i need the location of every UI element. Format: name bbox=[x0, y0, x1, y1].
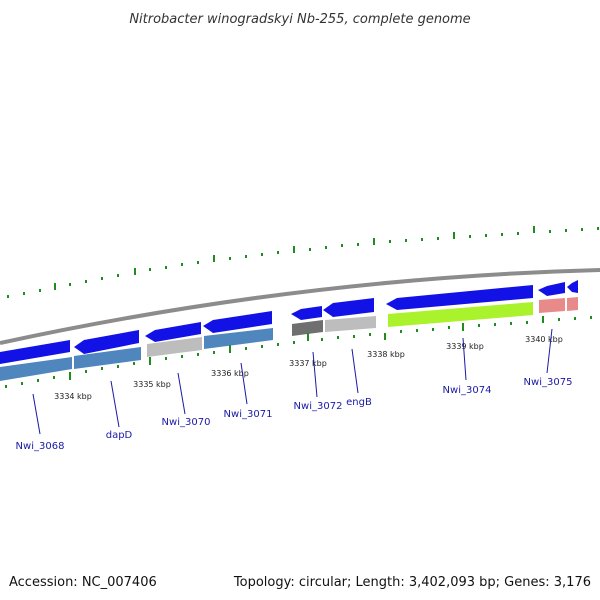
kbp-label: 3338 kbp bbox=[367, 350, 405, 359]
gene-label-engb[interactable]: engB bbox=[346, 397, 372, 408]
map-title: Nitrobacter winogradskyi Nb-255, complet… bbox=[129, 12, 470, 27]
gene-label-dapd[interactable]: dapD bbox=[106, 430, 133, 441]
gene-arrow[interactable] bbox=[538, 282, 565, 296]
gene-arrow[interactable] bbox=[74, 330, 139, 354]
gene-arrow[interactable] bbox=[291, 306, 322, 320]
forward-strand-genes bbox=[0, 280, 578, 364]
accession-text: Accession: NC_007406 bbox=[9, 575, 157, 590]
inner-tick-ring bbox=[5, 316, 592, 388]
gene-label-nwi-3074[interactable]: Nwi_3074 bbox=[443, 385, 492, 396]
genome-backbone bbox=[0, 268, 600, 345]
topology-text: Topology: circular; Length: 3,402,093 bp… bbox=[233, 575, 591, 590]
gene-label-nwi-3068[interactable]: Nwi_3068 bbox=[16, 441, 65, 452]
kbp-label: 3336 kbp bbox=[211, 369, 249, 378]
gene-label-leaders bbox=[32, 328, 553, 435]
outer-tick-ring bbox=[7, 226, 599, 298]
gene-label-nwi-3071[interactable]: Nwi_3071 bbox=[224, 409, 273, 420]
gene-arrow[interactable] bbox=[203, 311, 272, 333]
gene-label-nwi-3075[interactable]: Nwi_3075 bbox=[524, 377, 573, 388]
kbp-label: 3335 kbp bbox=[133, 380, 171, 389]
gene-label-nwi-3070[interactable]: Nwi_3070 bbox=[162, 417, 211, 428]
gene-arrow[interactable] bbox=[567, 280, 578, 293]
kbp-label: 3334 kbp bbox=[54, 392, 92, 401]
gene-arrow[interactable] bbox=[386, 285, 533, 310]
kbp-label: 3339 kbp bbox=[446, 342, 484, 351]
gene-category-strip bbox=[0, 297, 578, 381]
gene-arrow[interactable] bbox=[145, 322, 201, 342]
kbp-label: 3337 kbp bbox=[289, 359, 327, 368]
kbp-label: 3340 kbp bbox=[525, 335, 563, 344]
gene-arrow[interactable] bbox=[0, 340, 70, 364]
gene-label-nwi-3072[interactable]: Nwi_3072 bbox=[294, 401, 343, 412]
gene-arrow[interactable] bbox=[323, 298, 374, 317]
